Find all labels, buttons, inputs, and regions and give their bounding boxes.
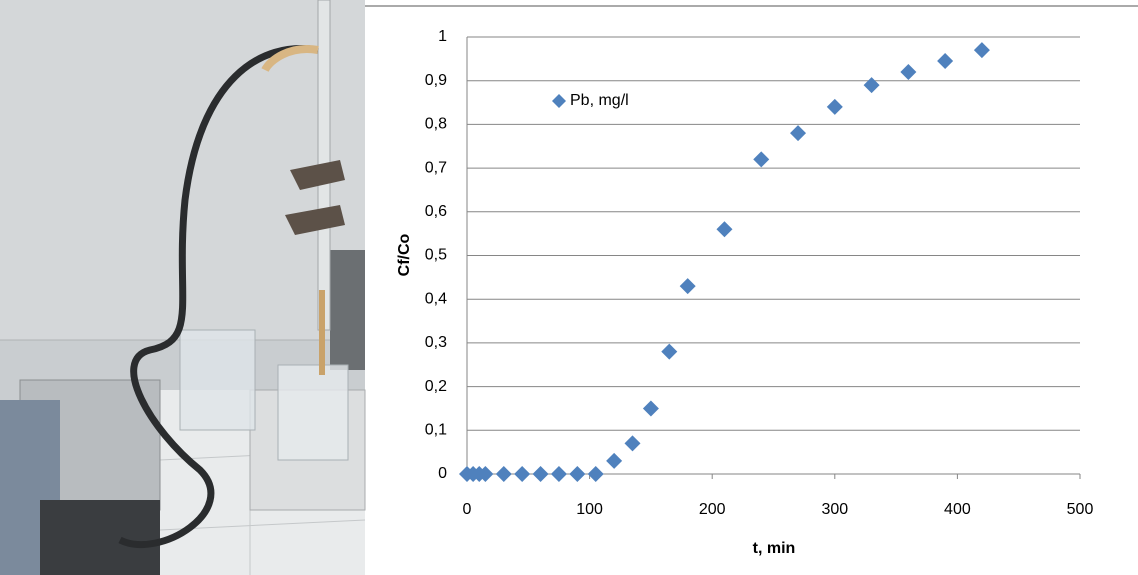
point (716, 221, 733, 238)
y-tick-label: 0,9 (425, 72, 447, 89)
x-tick-label: 500 (1067, 501, 1094, 518)
point (606, 452, 623, 469)
point (790, 125, 807, 142)
x-tick-label: 0 (463, 501, 472, 518)
y-tick-label: 0,2 (425, 378, 447, 395)
point (495, 466, 512, 482)
y-tick-label: 0,8 (425, 116, 447, 133)
y-tick-label: 0,5 (425, 247, 447, 264)
point (624, 435, 641, 452)
y-axis-title: Cf/Co (396, 233, 413, 276)
legend-label: Pb, mg/l (570, 92, 629, 109)
x-tick-label: 400 (944, 501, 971, 518)
point (679, 278, 696, 295)
x-axis-title: t, min (753, 540, 796, 557)
y-tick-label: 0,1 (425, 422, 447, 439)
y-tick-label: 0 (438, 465, 447, 482)
point (900, 63, 917, 80)
point (477, 466, 494, 482)
point (532, 466, 549, 482)
legend-marker (552, 94, 566, 108)
y-tick-label: 0,6 (425, 203, 447, 220)
x-tick-label: 200 (699, 501, 726, 518)
point (642, 400, 659, 417)
y-tick-label: 0,4 (425, 290, 447, 307)
point (863, 77, 880, 94)
lab-photo (0, 0, 366, 575)
point (661, 343, 678, 360)
x-tick-label: 300 (821, 501, 848, 518)
point (569, 466, 586, 482)
x-tick-label: 100 (576, 501, 603, 518)
point (514, 466, 531, 482)
point (753, 151, 770, 168)
point (550, 466, 567, 482)
point (937, 53, 954, 70)
y-tick-label: 0,7 (425, 159, 447, 176)
y-tick-label: 0,3 (425, 334, 447, 351)
y-tick-label: 1 (438, 28, 447, 45)
point (973, 42, 990, 59)
point (826, 98, 843, 115)
point (587, 466, 604, 482)
